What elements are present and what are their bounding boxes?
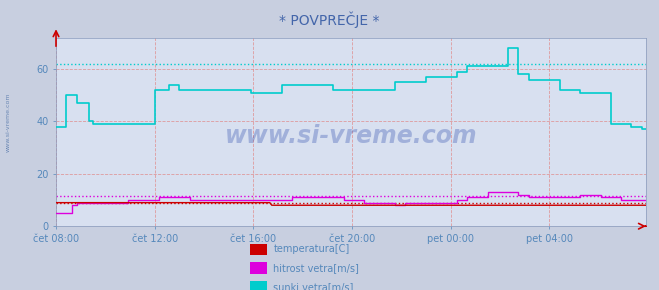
- Text: temperatura[C]: temperatura[C]: [273, 244, 350, 254]
- Text: hitrost vetra[m/s]: hitrost vetra[m/s]: [273, 263, 359, 273]
- Text: www.si-vreme.com: www.si-vreme.com: [5, 92, 11, 152]
- Text: * POVPREČJE *: * POVPREČJE *: [279, 12, 380, 28]
- Text: www.si-vreme.com: www.si-vreme.com: [225, 124, 477, 148]
- Text: sunki vetra[m/s]: sunki vetra[m/s]: [273, 282, 354, 290]
